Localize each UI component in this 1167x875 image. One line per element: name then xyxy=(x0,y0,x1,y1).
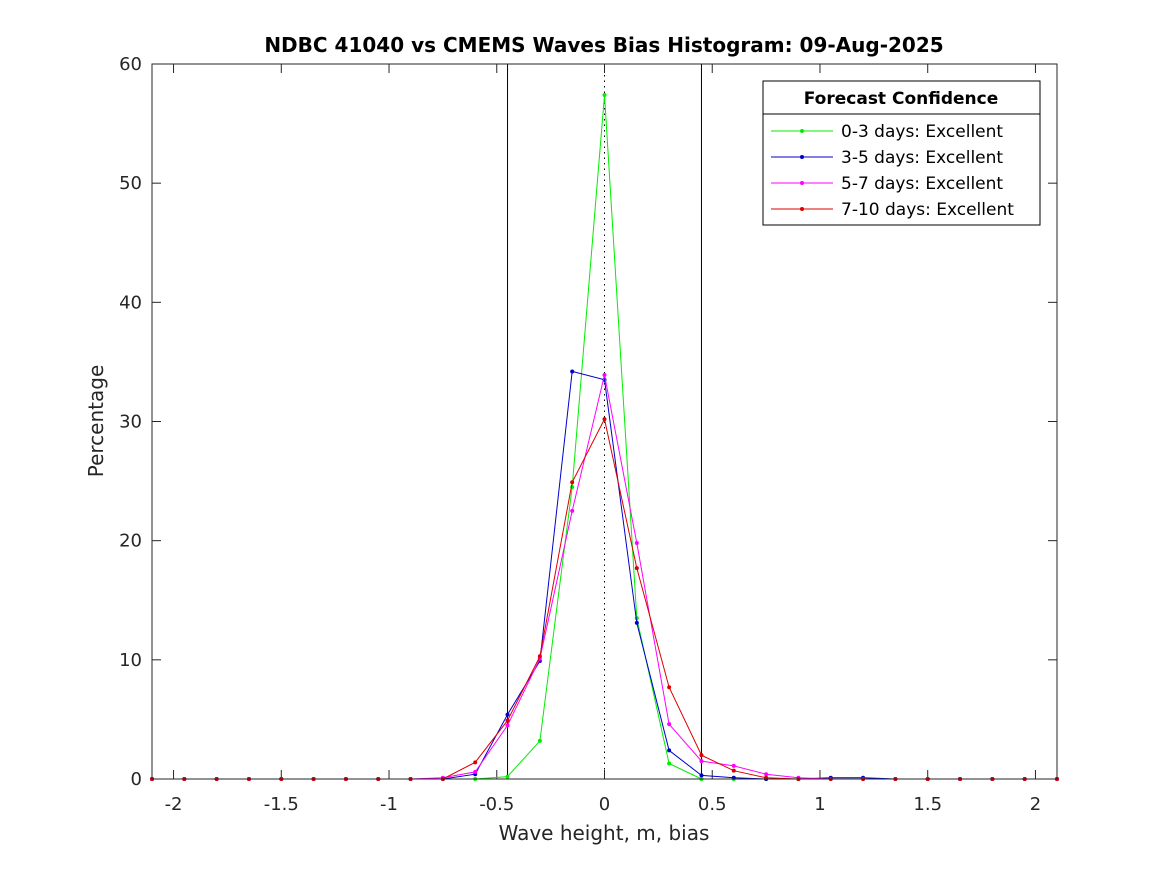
legend-label-0: 0-3 days: Excellent xyxy=(841,122,1003,142)
series-2-point xyxy=(764,772,769,777)
legend: Forecast Confidence 0-3 days: Excellent 3… xyxy=(762,80,1041,226)
y-tick-label: 20 xyxy=(119,531,142,552)
series-3-point xyxy=(634,566,639,571)
series-2-point xyxy=(667,722,672,727)
series-3-point xyxy=(473,760,478,765)
series-3-point xyxy=(537,654,542,659)
y-tick-label: 30 xyxy=(119,412,142,433)
series-3-point xyxy=(699,753,704,758)
series-1-point xyxy=(570,369,575,374)
series-2-point xyxy=(505,723,510,728)
series-3-point xyxy=(602,417,607,422)
series-3-point xyxy=(667,685,672,690)
x-tick-label: 1 xyxy=(814,794,825,815)
legend-title: Forecast Confidence xyxy=(804,89,999,109)
x-tick-label: -2 xyxy=(165,794,183,815)
series-2-point xyxy=(473,769,478,774)
series-2-point xyxy=(634,541,639,546)
y-tick-label: 10 xyxy=(119,650,142,671)
legend-marker-0 xyxy=(800,129,804,133)
legend-label-2: 5-7 days: Excellent xyxy=(841,174,1003,194)
chart-title: NDBC 41040 vs CMEMS Waves Bias Histogram… xyxy=(264,33,943,57)
x-tick-label: -1 xyxy=(380,794,398,815)
y-tick-label: 40 xyxy=(119,292,142,313)
x-tick-label: -1.5 xyxy=(264,794,299,815)
series-2-point xyxy=(570,508,575,513)
x-axis-ticks: -2 -1.5 -1 -0.5 0 0.5 1 1.5 2 xyxy=(165,64,1041,815)
series-0-point xyxy=(505,774,510,779)
y-axis-ticks: 0 10 20 30 40 50 60 xyxy=(119,54,1057,790)
y-axis-label: Percentage xyxy=(84,365,108,478)
x-tick-label: -0.5 xyxy=(479,794,514,815)
series-2-point xyxy=(699,759,704,764)
x-tick-label: 1.5 xyxy=(913,794,942,815)
x-axis-label: Wave height, m, bias xyxy=(499,821,710,845)
legend-marker-3 xyxy=(800,207,804,211)
series-1-point xyxy=(667,748,672,753)
legend-box xyxy=(762,113,1041,226)
reference-lines xyxy=(507,64,702,779)
series-1-point xyxy=(505,712,510,717)
legend-label-1: 3-5 days: Excellent xyxy=(841,148,1003,168)
series-3-point xyxy=(505,718,510,723)
legend-marker-2 xyxy=(800,181,804,185)
series-1-point xyxy=(699,773,704,778)
series-0-point xyxy=(602,92,607,97)
series-3-point xyxy=(731,768,736,773)
y-tick-label: 0 xyxy=(131,769,142,790)
y-tick-label: 60 xyxy=(119,54,142,75)
x-tick-label: 0.5 xyxy=(698,794,727,815)
legend-label-3: 7-10 days: Excellent xyxy=(841,200,1014,220)
series-0-point xyxy=(667,761,672,766)
plot-frame xyxy=(151,63,1058,780)
series-3-point xyxy=(570,480,575,485)
y-tick-label: 50 xyxy=(119,173,142,194)
series-0-point xyxy=(537,738,542,743)
legend-marker-1 xyxy=(800,155,804,159)
x-tick-label: 2 xyxy=(1030,794,1041,815)
x-tick-label: 0 xyxy=(599,794,610,815)
legend-title-box xyxy=(762,80,1041,115)
series-1-point xyxy=(634,620,639,625)
series-2-point xyxy=(731,763,736,768)
series-2-point xyxy=(602,373,607,378)
